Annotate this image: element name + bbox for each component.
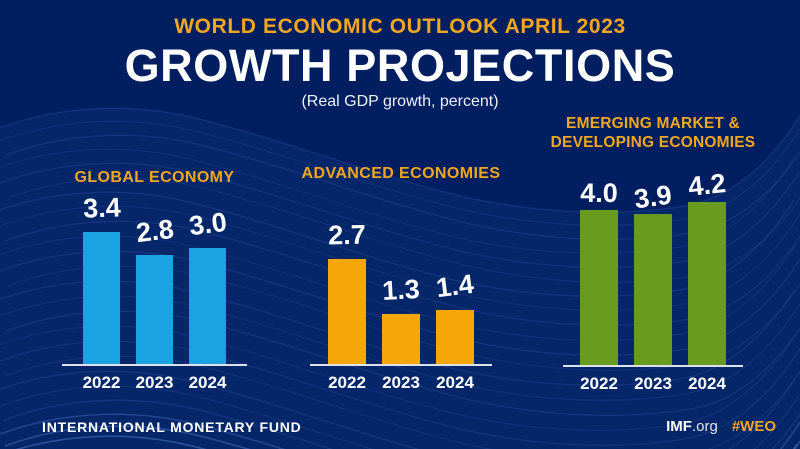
chart-baseline — [310, 364, 492, 366]
bar-2023: 3.9 — [632, 180, 674, 365]
imf-org-link[interactable]: IMF.org — [666, 418, 718, 435]
bar-value-label: 1.4 — [434, 268, 476, 304]
year-label: 2024 — [188, 373, 227, 392]
chart-emerging-market-developing-economies: EMERGING MARKET & DEVELOPING ECONOMIES 4… — [551, 114, 755, 393]
bar-value-label: 3.9 — [632, 179, 674, 215]
year-label: 2024 — [436, 373, 474, 392]
chart-plot-area: 2.7 1.3 1.4 — [310, 220, 492, 364]
bar-2023: 1.3 — [381, 274, 421, 364]
bar-2022: 2.7 — [328, 220, 366, 364]
chart-plot-area: 3.4 2.8 3.0 — [62, 192, 247, 364]
bar-value-label: 2.8 — [133, 213, 175, 249]
weo-hashtag[interactable]: #WEO — [731, 418, 776, 435]
footer-links: IMF.org #WEO — [666, 418, 776, 435]
bar-2024: 4.2 — [687, 168, 727, 365]
year-label: 2022 — [580, 374, 618, 393]
chart-global-economy: GLOBAL ECONOMY 3.4 2.8 3.0 2022 2023 2024 — [62, 168, 247, 392]
bar-2023: 2.8 — [134, 214, 175, 364]
report-eyebrow: WORLD ECONOMIC OUTLOOK APRIL 2023 — [174, 15, 626, 38]
bar-value-label: 4.0 — [580, 178, 618, 208]
chart-title: GLOBAL ECONOMY — [74, 169, 235, 186]
chart-advanced-economies: ADVANCED ECONOMIES 2.7 1.3 1.4 2022 2023 202… — [302, 164, 501, 392]
imf-org-rest: .org — [691, 418, 718, 435]
chart-plot-area: 4.0 3.9 4.2 — [563, 168, 743, 365]
bar-2024: 3.0 — [187, 207, 228, 364]
chart-baseline — [62, 364, 247, 366]
imf-org-bold: IMF — [666, 418, 692, 435]
org-name: INTERNATIONAL MONETARY FUND — [42, 419, 302, 435]
chart-year-axis: 2022 2023 2024 — [310, 373, 492, 393]
page-title: GROWTH PROJECTIONS — [124, 40, 676, 91]
year-label: 2023 — [135, 373, 174, 392]
year-label: 2024 — [688, 374, 726, 393]
bar-value-label: 2.7 — [327, 219, 367, 251]
bar-2022: 4.0 — [580, 178, 618, 365]
chart-year-axis: 2022 2023 2024 — [563, 374, 743, 394]
bar-value-label: 4.2 — [686, 168, 728, 202]
bar-2022: 3.4 — [82, 192, 121, 364]
chart-title: EMERGING MARKET & DEVELOPING ECONOMIES — [550, 115, 756, 151]
bar-2024: 1.4 — [434, 269, 475, 364]
year-label: 2023 — [382, 373, 420, 392]
chart-baseline — [563, 365, 743, 367]
chart-year-axis: 2022 2023 2024 — [62, 373, 247, 393]
year-label: 2023 — [634, 374, 672, 393]
bar-value-label: 3.4 — [82, 192, 121, 224]
bar-value-label: 1.3 — [381, 274, 421, 306]
page-subtitle: (Real GDP growth, percent) — [301, 93, 499, 110]
year-label: 2022 — [82, 373, 121, 392]
bar-value-label: 3.0 — [186, 206, 228, 242]
year-label: 2022 — [328, 373, 366, 392]
chart-title: ADVANCED ECONOMIES — [301, 165, 501, 182]
